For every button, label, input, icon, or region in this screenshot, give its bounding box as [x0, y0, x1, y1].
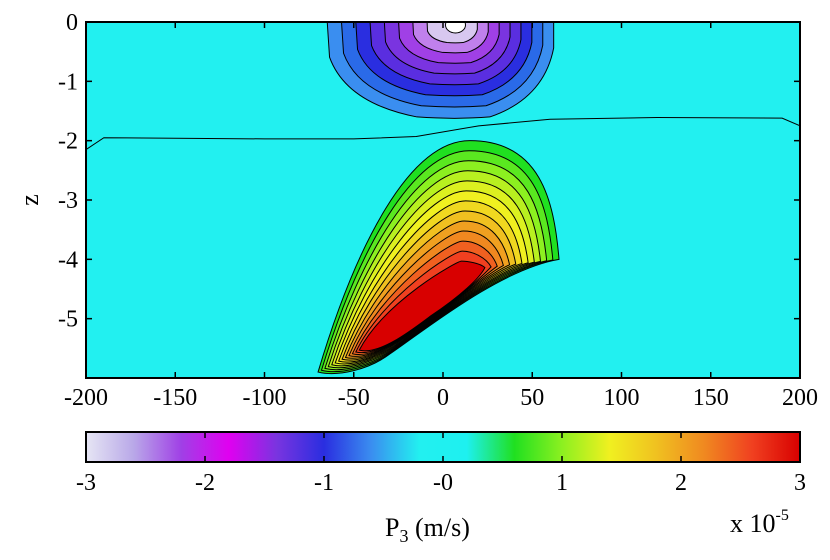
x-tick-label: 0: [437, 385, 449, 411]
y-tick-label: -4: [58, 247, 78, 273]
colorbar-tick-label: 1: [556, 470, 568, 496]
colorbar-tick-label: -3: [76, 470, 96, 496]
positive-contour-band: [358, 260, 486, 352]
x-tick-label: 50: [520, 385, 544, 411]
colorbar-multiplier-exp: -5: [776, 507, 789, 524]
colorbar-tick-label: 3: [794, 470, 806, 496]
colorbar: -3 -2 -1 -0 1 2 3: [76, 431, 806, 496]
y-tick-label: -3: [58, 188, 78, 214]
colorbar-tick-label: -0: [433, 470, 453, 496]
colorbar-multiplier-base: x 10: [730, 509, 776, 538]
colorbar-label: P3 (m/s): [385, 513, 470, 546]
x-tick-label: -200: [64, 385, 108, 411]
y-tick-label: -5: [58, 307, 78, 333]
x-tick-label: 150: [693, 385, 729, 411]
colorbar-tick-label: -2: [195, 470, 215, 496]
contour-plot-area: [85, 21, 801, 379]
x-tick-label: 100: [604, 385, 640, 411]
colorbar-tick-label: -1: [314, 470, 334, 496]
zero-contour-line: [86, 117, 800, 150]
contour-fill-layer: [86, 22, 800, 375]
x-tick-label: -150: [153, 385, 197, 411]
colorbar-ticks: -3 -2 -1 -0 1 2 3: [76, 432, 806, 496]
y-tick-label: 0: [66, 10, 78, 36]
x-axis: -200 -150 -100 -50 0 50 100 150 200: [64, 22, 818, 411]
y-axis: 0 -1 -2 -3 -4 -5: [58, 10, 800, 333]
x-tick-label: -50: [338, 385, 370, 411]
colorbar-label-main: P: [385, 513, 399, 542]
colorbar-label-sub: 3: [399, 526, 408, 546]
y-axis-label: z: [15, 194, 44, 206]
negative-contour-band: [444, 22, 466, 34]
colorbar-multiplier: x 10-5: [730, 507, 789, 538]
y-tick-label: -1: [58, 69, 78, 95]
colorbar-label-unit: (m/s): [408, 513, 469, 542]
y-tick-label: -2: [58, 129, 78, 155]
x-tick-label: 200: [782, 385, 818, 411]
colorbar-tick-label: 2: [675, 470, 687, 496]
x-tick-label: -100: [243, 385, 287, 411]
